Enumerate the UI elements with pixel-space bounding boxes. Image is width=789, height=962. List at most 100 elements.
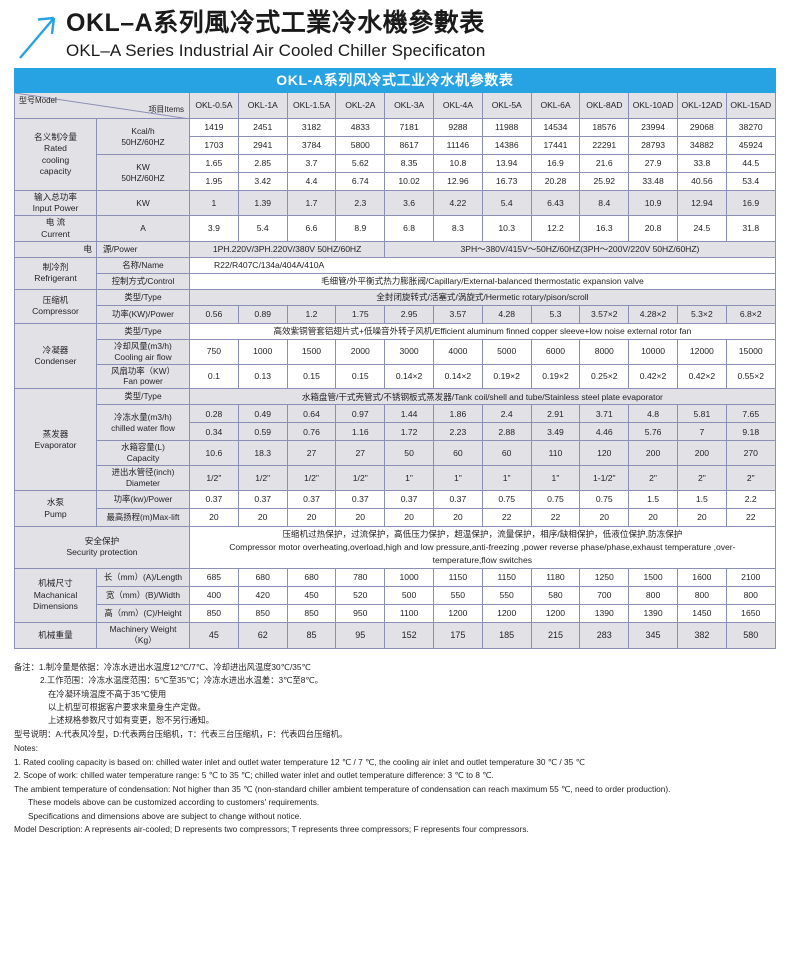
data-cell: 1.39 bbox=[237, 189, 288, 217]
cooling-kw50-row: KW 50HZ/60HZ 1.65 2.85 3.7 5.62 8.35 10.8 13.94 1… bbox=[15, 154, 776, 191]
data-cell: 12.94 bbox=[676, 189, 727, 217]
data-cell: 0.55×2 bbox=[725, 363, 776, 390]
data-cell: 1-1/2" bbox=[579, 465, 630, 492]
data-cell: 4.22 bbox=[432, 189, 483, 217]
data-cell: 0.19×2 bbox=[481, 363, 532, 390]
data-cell: 1500 bbox=[628, 567, 678, 587]
data-cell: 270 bbox=[725, 440, 776, 467]
model-header-3: OKL-2A bbox=[335, 92, 386, 119]
data-cell: 0.42×2 bbox=[628, 363, 678, 390]
power-supply-left: 1PH.220V/3PH.220V/380V 50HZ/60HZ bbox=[188, 240, 386, 258]
item-label-power-supply: 源/Power bbox=[96, 240, 190, 258]
data-cell: 0.19×2 bbox=[530, 363, 581, 390]
data-cell: 0.37 bbox=[189, 490, 239, 510]
data-cell: 1" bbox=[384, 465, 434, 492]
data-cell: 2.88 bbox=[481, 422, 532, 442]
data-cell: 0.89 bbox=[237, 304, 288, 324]
data-cell: 50 bbox=[384, 440, 434, 467]
data-cell: 4.28×2 bbox=[628, 304, 678, 324]
data-cell: 34882 bbox=[676, 136, 727, 155]
data-cell: 1.44 bbox=[384, 404, 434, 424]
item-label-height: 高（mm）(C)/Height bbox=[96, 603, 190, 623]
item-label-compressor-power: 功率(KW)/Power bbox=[96, 304, 190, 324]
refrigerant-name-value: R22/R407C/134a/404A/410A bbox=[189, 256, 776, 274]
data-cell: 580 bbox=[530, 585, 581, 605]
data-cell: 44.5 bbox=[725, 154, 776, 173]
table-banner: OKL-A系列风冷式工业冷水机参数表 bbox=[14, 68, 776, 93]
data-cell: 11988 bbox=[481, 118, 532, 137]
model-header-7: OKL-6A bbox=[530, 92, 581, 119]
data-cell: 5.76 bbox=[628, 422, 678, 442]
data-cell: 2000 bbox=[335, 338, 386, 365]
data-cell: 16.9 bbox=[530, 154, 581, 173]
data-cell: 20 bbox=[189, 508, 239, 528]
corner-label-items: 项目Items bbox=[148, 105, 184, 114]
data-cell: 3182 bbox=[286, 118, 337, 137]
data-cell: 18.3 bbox=[237, 440, 288, 467]
data-cell: 5.81 bbox=[676, 404, 727, 424]
model-header-0: OKL-0.5A bbox=[189, 92, 239, 119]
data-cell: 110 bbox=[530, 440, 581, 467]
note-cn-1: 2.工作范围：冷冻水温度范围：5℃至35℃；冷冻水进出水温差：3℃至8℃。 bbox=[40, 675, 323, 686]
item-label-input-power-unit: KW bbox=[96, 189, 190, 217]
model-header-8: OKL-8AD bbox=[579, 92, 630, 119]
data-cell: 850 bbox=[189, 603, 239, 623]
data-cell: 9288 bbox=[432, 118, 483, 137]
data-cell: 1.72 bbox=[384, 422, 434, 442]
data-cell: 0.37 bbox=[384, 490, 434, 510]
data-cell: 1100 bbox=[384, 603, 434, 623]
data-cell: 1.65 bbox=[189, 154, 239, 173]
data-cell: 2.2 bbox=[725, 490, 776, 510]
data-cell: 2.85 bbox=[237, 154, 288, 173]
data-cell: 0.37 bbox=[286, 490, 337, 510]
data-cell: 780 bbox=[335, 567, 386, 587]
data-cell: 0.76 bbox=[286, 422, 337, 442]
data-cell: 382 bbox=[676, 621, 727, 649]
row-label-current: 电 流 Current bbox=[14, 215, 97, 242]
pump-power-row: 水泵 Pump 功率(kw)/Power 0.37 0.37 0.37 0.37 0.37 0.… bbox=[14, 490, 776, 528]
data-cell: 95 bbox=[335, 621, 386, 649]
data-cell: 1200 bbox=[481, 603, 532, 623]
data-cell: 1/2" bbox=[335, 465, 386, 492]
data-cell: 8.4 bbox=[579, 189, 630, 217]
data-cell: 1/2" bbox=[237, 465, 288, 492]
data-cell: 1419 bbox=[189, 118, 239, 137]
row-label-power-supply: 电 bbox=[14, 240, 97, 258]
data-cell: 800 bbox=[725, 585, 776, 605]
data-cell: 6000 bbox=[530, 338, 581, 365]
data-cell: 0.13 bbox=[237, 363, 288, 390]
data-cell: 0.49 bbox=[237, 404, 288, 424]
data-cell: 5.4 bbox=[237, 215, 288, 242]
data-cell: 10.6 bbox=[189, 440, 239, 467]
data-cell: 2.91 bbox=[530, 404, 581, 424]
data-cell: 200 bbox=[628, 440, 678, 467]
power-supply-right: 3PH～380V/415V～50HZ/60HZ(3PH～200V/220V 50… bbox=[384, 240, 776, 258]
item-label-kcal: Kcal/h 50HZ/60HZ bbox=[96, 118, 190, 155]
data-cell: 14534 bbox=[530, 118, 581, 137]
data-cell: 10.3 bbox=[481, 215, 532, 242]
item-label-length: 长（mm）(A)/Length bbox=[96, 567, 190, 587]
note-cn-5: 型号说明：A:代表风冷型，D:代表两台压缩机，T：代表三台压缩机，F：代表四台压… bbox=[14, 728, 348, 739]
data-cell: 20.8 bbox=[628, 215, 678, 242]
security-row: 安全保护 Security protection 压缩机过热保护，过流保护，高低压力… bbox=[14, 526, 776, 569]
masthead: OKL–A系列風冷式工業冷水機參數表 OKL–A Series Industri… bbox=[0, 0, 789, 68]
data-cell: 152 bbox=[384, 621, 434, 649]
data-cell: 0.37 bbox=[432, 490, 483, 510]
note-en-0: 1. Rated cooling capacity is based on: c… bbox=[14, 756, 585, 767]
data-cell: 0.37 bbox=[335, 490, 386, 510]
data-cell: 500 bbox=[384, 585, 434, 605]
condenser-fanpower-row: 风扇功率（KW） Fan power 0.1 0.13 0.15 0.15 0.14×2 0.… bbox=[15, 363, 776, 390]
data-cell: 20.28 bbox=[530, 172, 581, 191]
data-cell: 25.92 bbox=[579, 172, 630, 191]
data-cell: 10.9 bbox=[628, 189, 678, 217]
data-cell: 20 bbox=[432, 508, 483, 528]
condenser-type-value: 高效紫铜管套铝翅片式+低噪音外转子风机/Efficient aluminum f… bbox=[189, 322, 776, 340]
data-cell: 1000 bbox=[384, 567, 434, 587]
compressor-type-value: 全封闭旋转式/活塞式/涡旋式/Hermetic rotary/pison/scr… bbox=[189, 288, 776, 306]
data-cell: 2451 bbox=[237, 118, 288, 137]
data-cell: 2100 bbox=[725, 567, 776, 587]
data-cell: 1.2 bbox=[286, 304, 337, 324]
condenser-airflow-row: 冷却风量(m3/h) Cooling air flow 750 1000 1500 200… bbox=[15, 338, 776, 365]
data-cell: 1650 bbox=[725, 603, 776, 623]
data-cell: 1" bbox=[432, 465, 483, 492]
